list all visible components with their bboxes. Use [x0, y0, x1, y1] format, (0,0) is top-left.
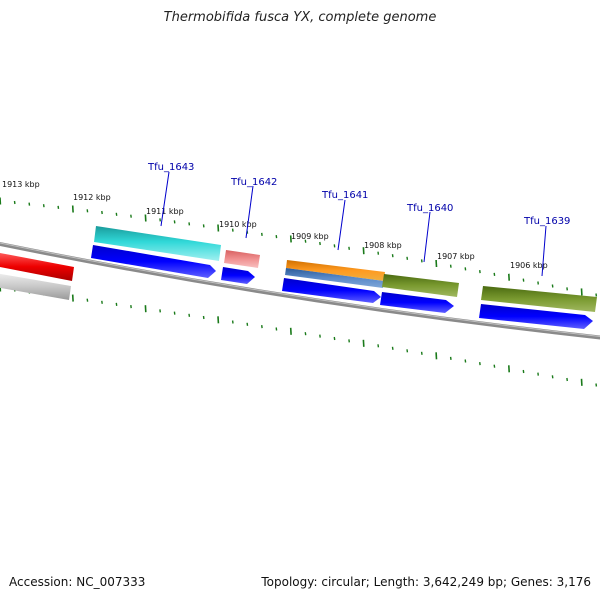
cds-arrow-tfu1639[interactable] [479, 304, 593, 329]
genome-backbone [0, 241, 600, 340]
genome-summary-label: Topology: circular; Length: 3,642,249 bp… [261, 575, 591, 589]
cds-arrow-tfu1641[interactable] [282, 278, 381, 303]
feature-olive-tfu1639 [481, 286, 597, 312]
feature-orange-tfu1641 [286, 260, 385, 281]
feature-olive-tfu1640 [382, 274, 459, 297]
feature-red [0, 252, 74, 281]
scale-label-1911: 1911 kbp [146, 207, 184, 216]
leader-tfu1639 [541, 225, 547, 277]
gene-label-tfu1643[interactable]: Tfu_1643 [147, 162, 194, 173]
cds-arrow-tfu1642[interactable] [221, 267, 255, 284]
map-title: Thermobifida fusca YX, complete genome [163, 10, 437, 25]
feature-pink-tfu1642 [224, 250, 260, 268]
upper-scale-ticks [0, 197, 598, 297]
gene-label-tfu1639[interactable]: Tfu_1639 [523, 216, 570, 227]
gene-label-tfu1640[interactable]: Tfu_1640 [406, 203, 453, 214]
leader-tfu1642 [245, 185, 254, 239]
feature-cyan-tfu1643 [94, 226, 221, 261]
leader-tfu1640 [423, 211, 431, 263]
scale-label-1907: 1907 kbp [437, 252, 475, 261]
cds-arrow-tfu1640[interactable] [380, 292, 454, 313]
scale-label-1912: 1912 kbp [73, 193, 111, 202]
accession-label: Accession: NC_007333 [9, 575, 146, 589]
genome-backbone-highlight [0, 242, 600, 337]
scale-label-1908: 1908 kbp [364, 241, 402, 250]
cds-arrow-tfu1643[interactable] [91, 245, 216, 278]
leader-tfu1641 [337, 199, 346, 251]
feature-steelblue-tfu1641 [285, 268, 384, 288]
scale-label-1910: 1910 kbp [219, 220, 257, 229]
leader-tfu1643 [160, 171, 170, 227]
scale-label-1913: 1913 kbp [2, 180, 40, 189]
scale-label-1909: 1909 kbp [291, 232, 329, 241]
feature-grey [0, 273, 71, 300]
gene-label-tfu1641[interactable]: Tfu_1641 [321, 190, 368, 201]
gene-label-tfu1642[interactable]: Tfu_1642 [230, 177, 277, 188]
scale-label-1906: 1906 kbp [510, 261, 548, 270]
